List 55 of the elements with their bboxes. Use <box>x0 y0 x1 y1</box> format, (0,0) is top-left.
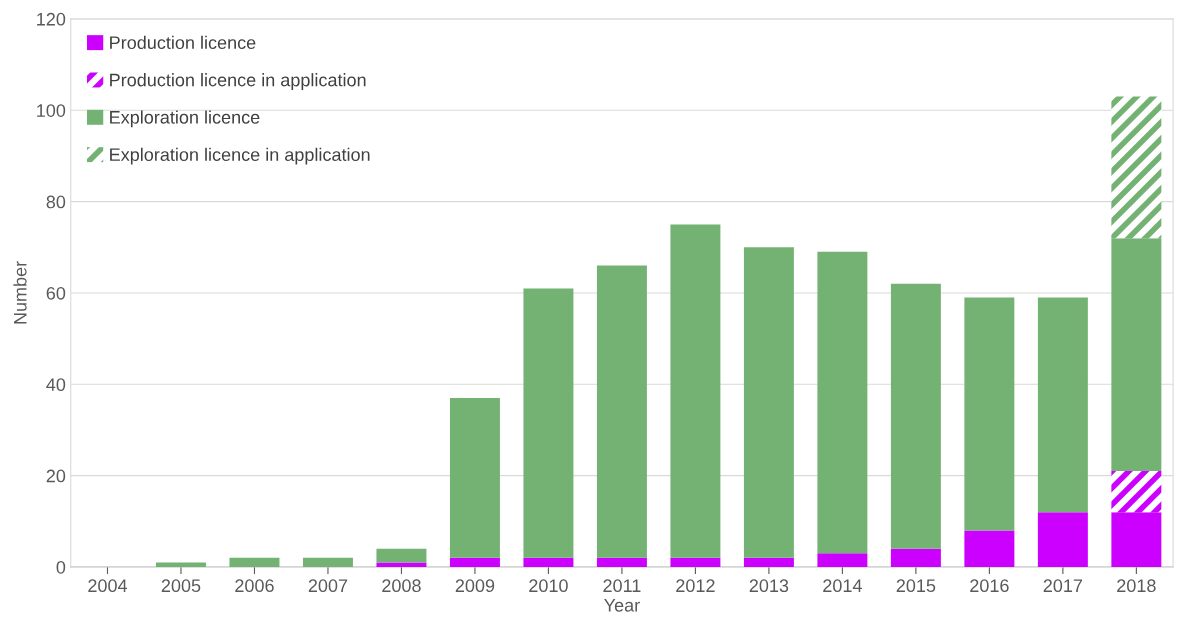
x-tick-label: 2008 <box>382 579 421 593</box>
bar <box>449 398 500 558</box>
x-tick-label: 2009 <box>455 579 495 593</box>
bar <box>817 553 868 567</box>
bar <box>964 297 1015 531</box>
x-tick-label: 2014 <box>823 579 862 593</box>
y-tick-label: 100 <box>37 104 66 117</box>
legend-label: Exploration licence in application <box>110 147 370 165</box>
bar <box>302 557 353 567</box>
y-tick-label: 60 <box>46 286 66 300</box>
x-tick-label: 2018 <box>1117 579 1156 593</box>
legend-label: Production licence <box>110 35 256 50</box>
y-tick-label: 0 <box>56 560 66 574</box>
bar <box>596 265 647 558</box>
bar <box>817 251 868 554</box>
y-tick-label: 80 <box>46 195 66 209</box>
bar <box>1037 512 1088 567</box>
bar <box>523 557 574 567</box>
x-tick-label: 2011 <box>603 579 641 593</box>
x-tick-label: 2005 <box>161 579 201 593</box>
bar <box>376 562 427 567</box>
x-tick-label: 2013 <box>749 579 789 593</box>
x-tick-label: 2004 <box>88 579 128 593</box>
x-tick-label: 2016 <box>970 579 1009 593</box>
x-tick-label: 2007 <box>308 579 348 593</box>
x-tick-label: 2010 <box>529 579 568 593</box>
y-tick-label: 120 <box>37 12 66 26</box>
bar <box>964 530 1015 567</box>
x-tick-label: 2015 <box>896 579 936 593</box>
bar <box>890 548 941 567</box>
bar <box>743 557 794 567</box>
legend-label: Production licence in application <box>110 73 366 90</box>
x-tick-label: 2012 <box>676 579 715 593</box>
legend-label: Exploration licence <box>110 110 260 128</box>
y-tick-label: 40 <box>46 378 66 392</box>
y-axis-title: Number <box>13 261 27 324</box>
bar <box>1111 512 1162 567</box>
x-tick-label: 2006 <box>235 579 274 593</box>
bar <box>1037 297 1088 513</box>
bar <box>1111 238 1162 472</box>
bar <box>523 288 574 558</box>
bar <box>376 548 427 563</box>
bar <box>743 247 794 558</box>
x-axis-title: Year <box>604 599 640 612</box>
bar <box>449 557 500 567</box>
bar <box>1111 471 1162 513</box>
bar <box>1111 96 1162 239</box>
bar <box>155 562 206 567</box>
y-tick-label: 20 <box>46 469 66 483</box>
bar <box>670 224 721 558</box>
bar <box>890 283 941 549</box>
bar <box>229 557 280 567</box>
x-tick-label: 2017 <box>1043 579 1083 593</box>
bar <box>670 557 721 567</box>
bar <box>596 557 647 567</box>
